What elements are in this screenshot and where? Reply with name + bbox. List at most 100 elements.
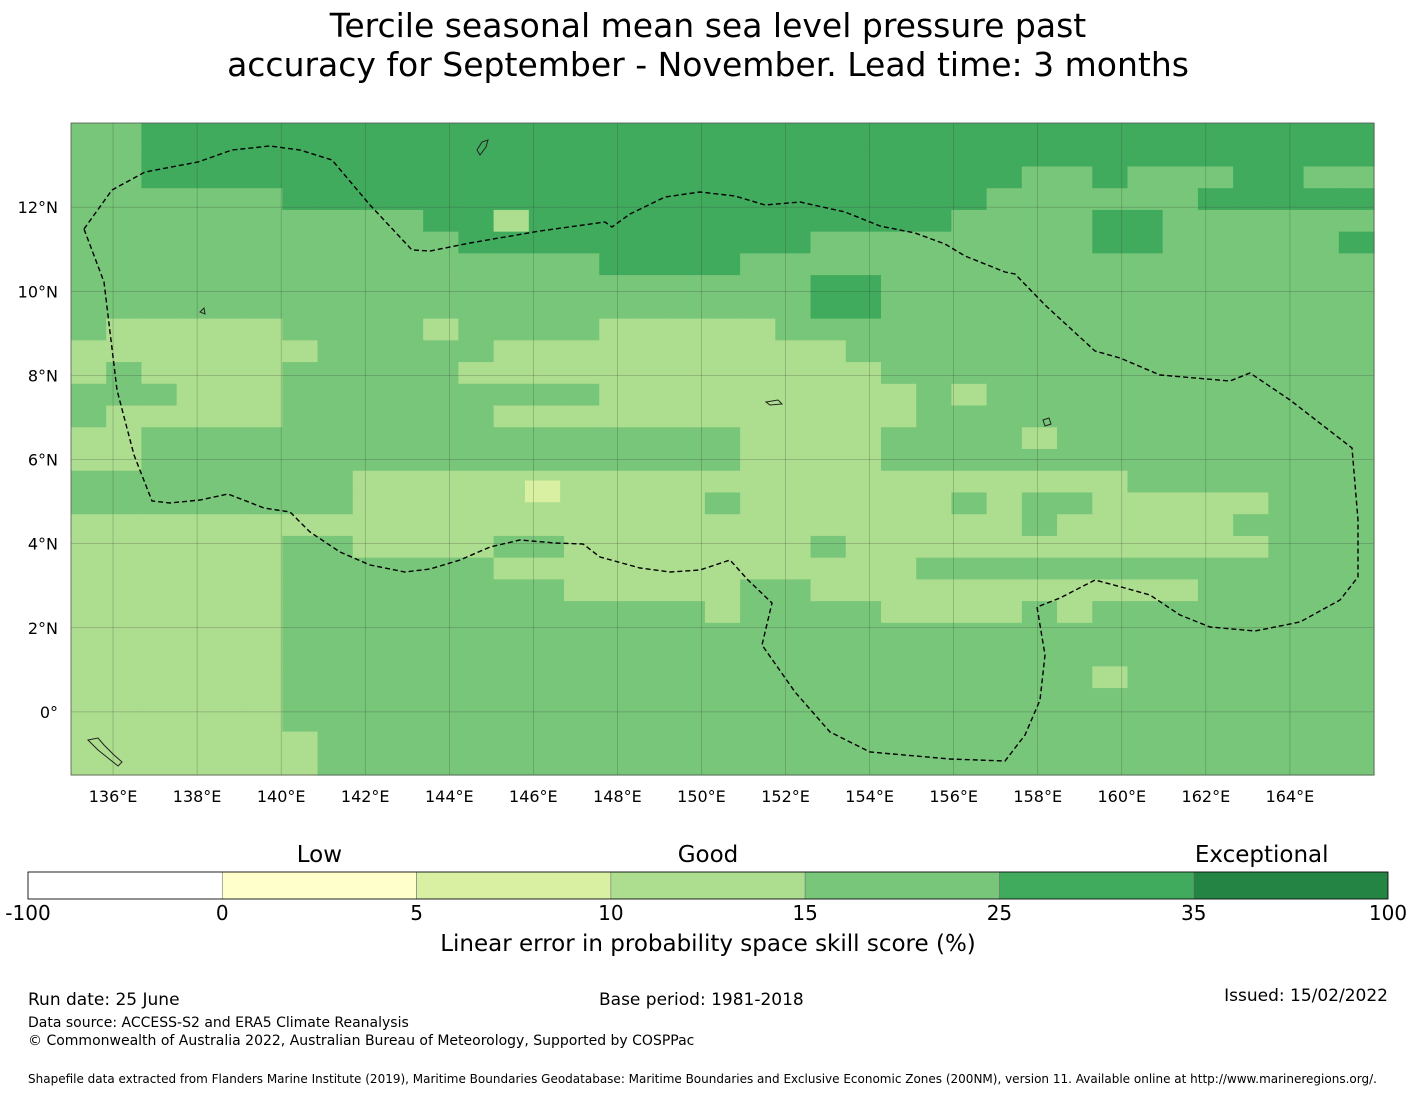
grid-cell — [176, 318, 213, 341]
grid-cell — [211, 253, 248, 276]
grid-cell — [599, 209, 636, 233]
grid-cell — [564, 123, 600, 146]
grid-cell — [493, 622, 530, 646]
grid-cell — [775, 362, 812, 385]
grid-cell — [317, 340, 354, 363]
grid-cell — [704, 579, 741, 602]
grid-cell — [282, 601, 319, 624]
grid-cell — [1233, 709, 1269, 733]
grid-cell — [423, 622, 459, 646]
grid-cell — [493, 535, 530, 559]
grid-cell — [669, 253, 706, 276]
grid-cell — [1021, 318, 1058, 341]
grid-cell — [1233, 688, 1269, 711]
grid-cell — [317, 405, 354, 428]
grid-cell — [423, 296, 459, 320]
grid-cell — [1021, 622, 1058, 646]
grid-cell — [211, 231, 248, 254]
grid-cell — [634, 731, 671, 754]
grid-cell — [458, 753, 495, 776]
colorbar-label: Linear error in probability space skill … — [440, 931, 976, 957]
grid-cell — [740, 188, 776, 211]
grid-cell — [352, 644, 389, 667]
grid-cell — [141, 231, 178, 254]
grid-cell — [634, 557, 671, 580]
grid-cell — [1303, 492, 1340, 515]
grid-cell — [458, 209, 495, 233]
grid-cell — [211, 362, 248, 385]
grid-cell — [1092, 188, 1129, 211]
grid-cell — [810, 405, 847, 428]
grid-cell — [1127, 470, 1164, 494]
grid-cell — [493, 557, 530, 580]
grid-cell — [1233, 405, 1269, 428]
grid-cell — [247, 557, 283, 580]
grid-cell — [740, 731, 776, 754]
grid-cell — [317, 644, 354, 667]
grid-cell — [775, 275, 812, 298]
grid-cell — [1092, 275, 1129, 298]
grid-cell — [493, 709, 530, 733]
grid-cell — [423, 188, 459, 211]
grid-cell — [845, 296, 882, 320]
grid-cell — [528, 209, 565, 233]
grid-cell — [528, 514, 565, 537]
grid-cell — [1021, 666, 1058, 689]
grid-cell — [1162, 209, 1199, 233]
grid-cell — [176, 383, 213, 407]
colorbar-segment — [416, 871, 612, 900]
grid-cell — [1338, 188, 1375, 211]
grid-cell — [599, 166, 636, 189]
grid-cell — [247, 601, 283, 624]
grid-cell — [564, 492, 600, 515]
grid-cell — [951, 275, 988, 298]
grid-cell — [564, 405, 600, 428]
grid-cell — [634, 449, 671, 472]
grid-cell — [1338, 383, 1375, 407]
grid-cell — [634, 231, 671, 254]
grid-cell — [1303, 383, 1340, 407]
grid-cell — [387, 731, 424, 754]
grid-cell — [845, 753, 882, 776]
grid-cell — [599, 622, 636, 646]
grid-cell — [880, 166, 917, 189]
grid-cell — [71, 709, 107, 733]
grid-cell — [1057, 731, 1093, 754]
grid-cell — [775, 209, 812, 233]
grid-cell — [1268, 405, 1305, 428]
grid-cell — [493, 492, 530, 515]
lon-tick-label: 164°E — [1266, 787, 1315, 806]
grid-cell — [916, 340, 953, 363]
grid-cell — [1303, 666, 1340, 689]
grid-cell — [458, 601, 495, 624]
grid-cell — [1303, 253, 1340, 276]
grid-cell — [423, 666, 459, 689]
grid-cell — [845, 449, 882, 472]
grid-cell — [564, 253, 600, 276]
grid-cell — [810, 666, 847, 689]
grid-cell — [71, 362, 107, 385]
grid-cell — [916, 362, 953, 385]
grid-cell — [1057, 253, 1093, 276]
grid-cell — [423, 492, 459, 515]
grid-cell — [1092, 209, 1129, 233]
grid-cell — [176, 644, 213, 667]
grid-cell — [845, 688, 882, 711]
grid-cell — [1021, 492, 1058, 515]
grid-cell — [880, 753, 917, 776]
grid-cell — [740, 470, 776, 494]
grid-cell — [880, 644, 917, 667]
grid-cell — [423, 449, 459, 472]
lon-tick-label: 162°E — [1182, 787, 1231, 806]
grid-cell — [141, 123, 178, 146]
grid-cell — [669, 535, 706, 559]
grid-cell — [880, 383, 917, 407]
grid-cell — [211, 318, 248, 341]
grid-cell — [352, 688, 389, 711]
grid-cell — [423, 709, 459, 733]
grid-cell — [1162, 253, 1199, 276]
grid-cell — [1162, 492, 1199, 515]
grid-cell — [352, 209, 389, 233]
grid-cell — [1338, 709, 1375, 733]
grid-cell — [1197, 535, 1234, 559]
